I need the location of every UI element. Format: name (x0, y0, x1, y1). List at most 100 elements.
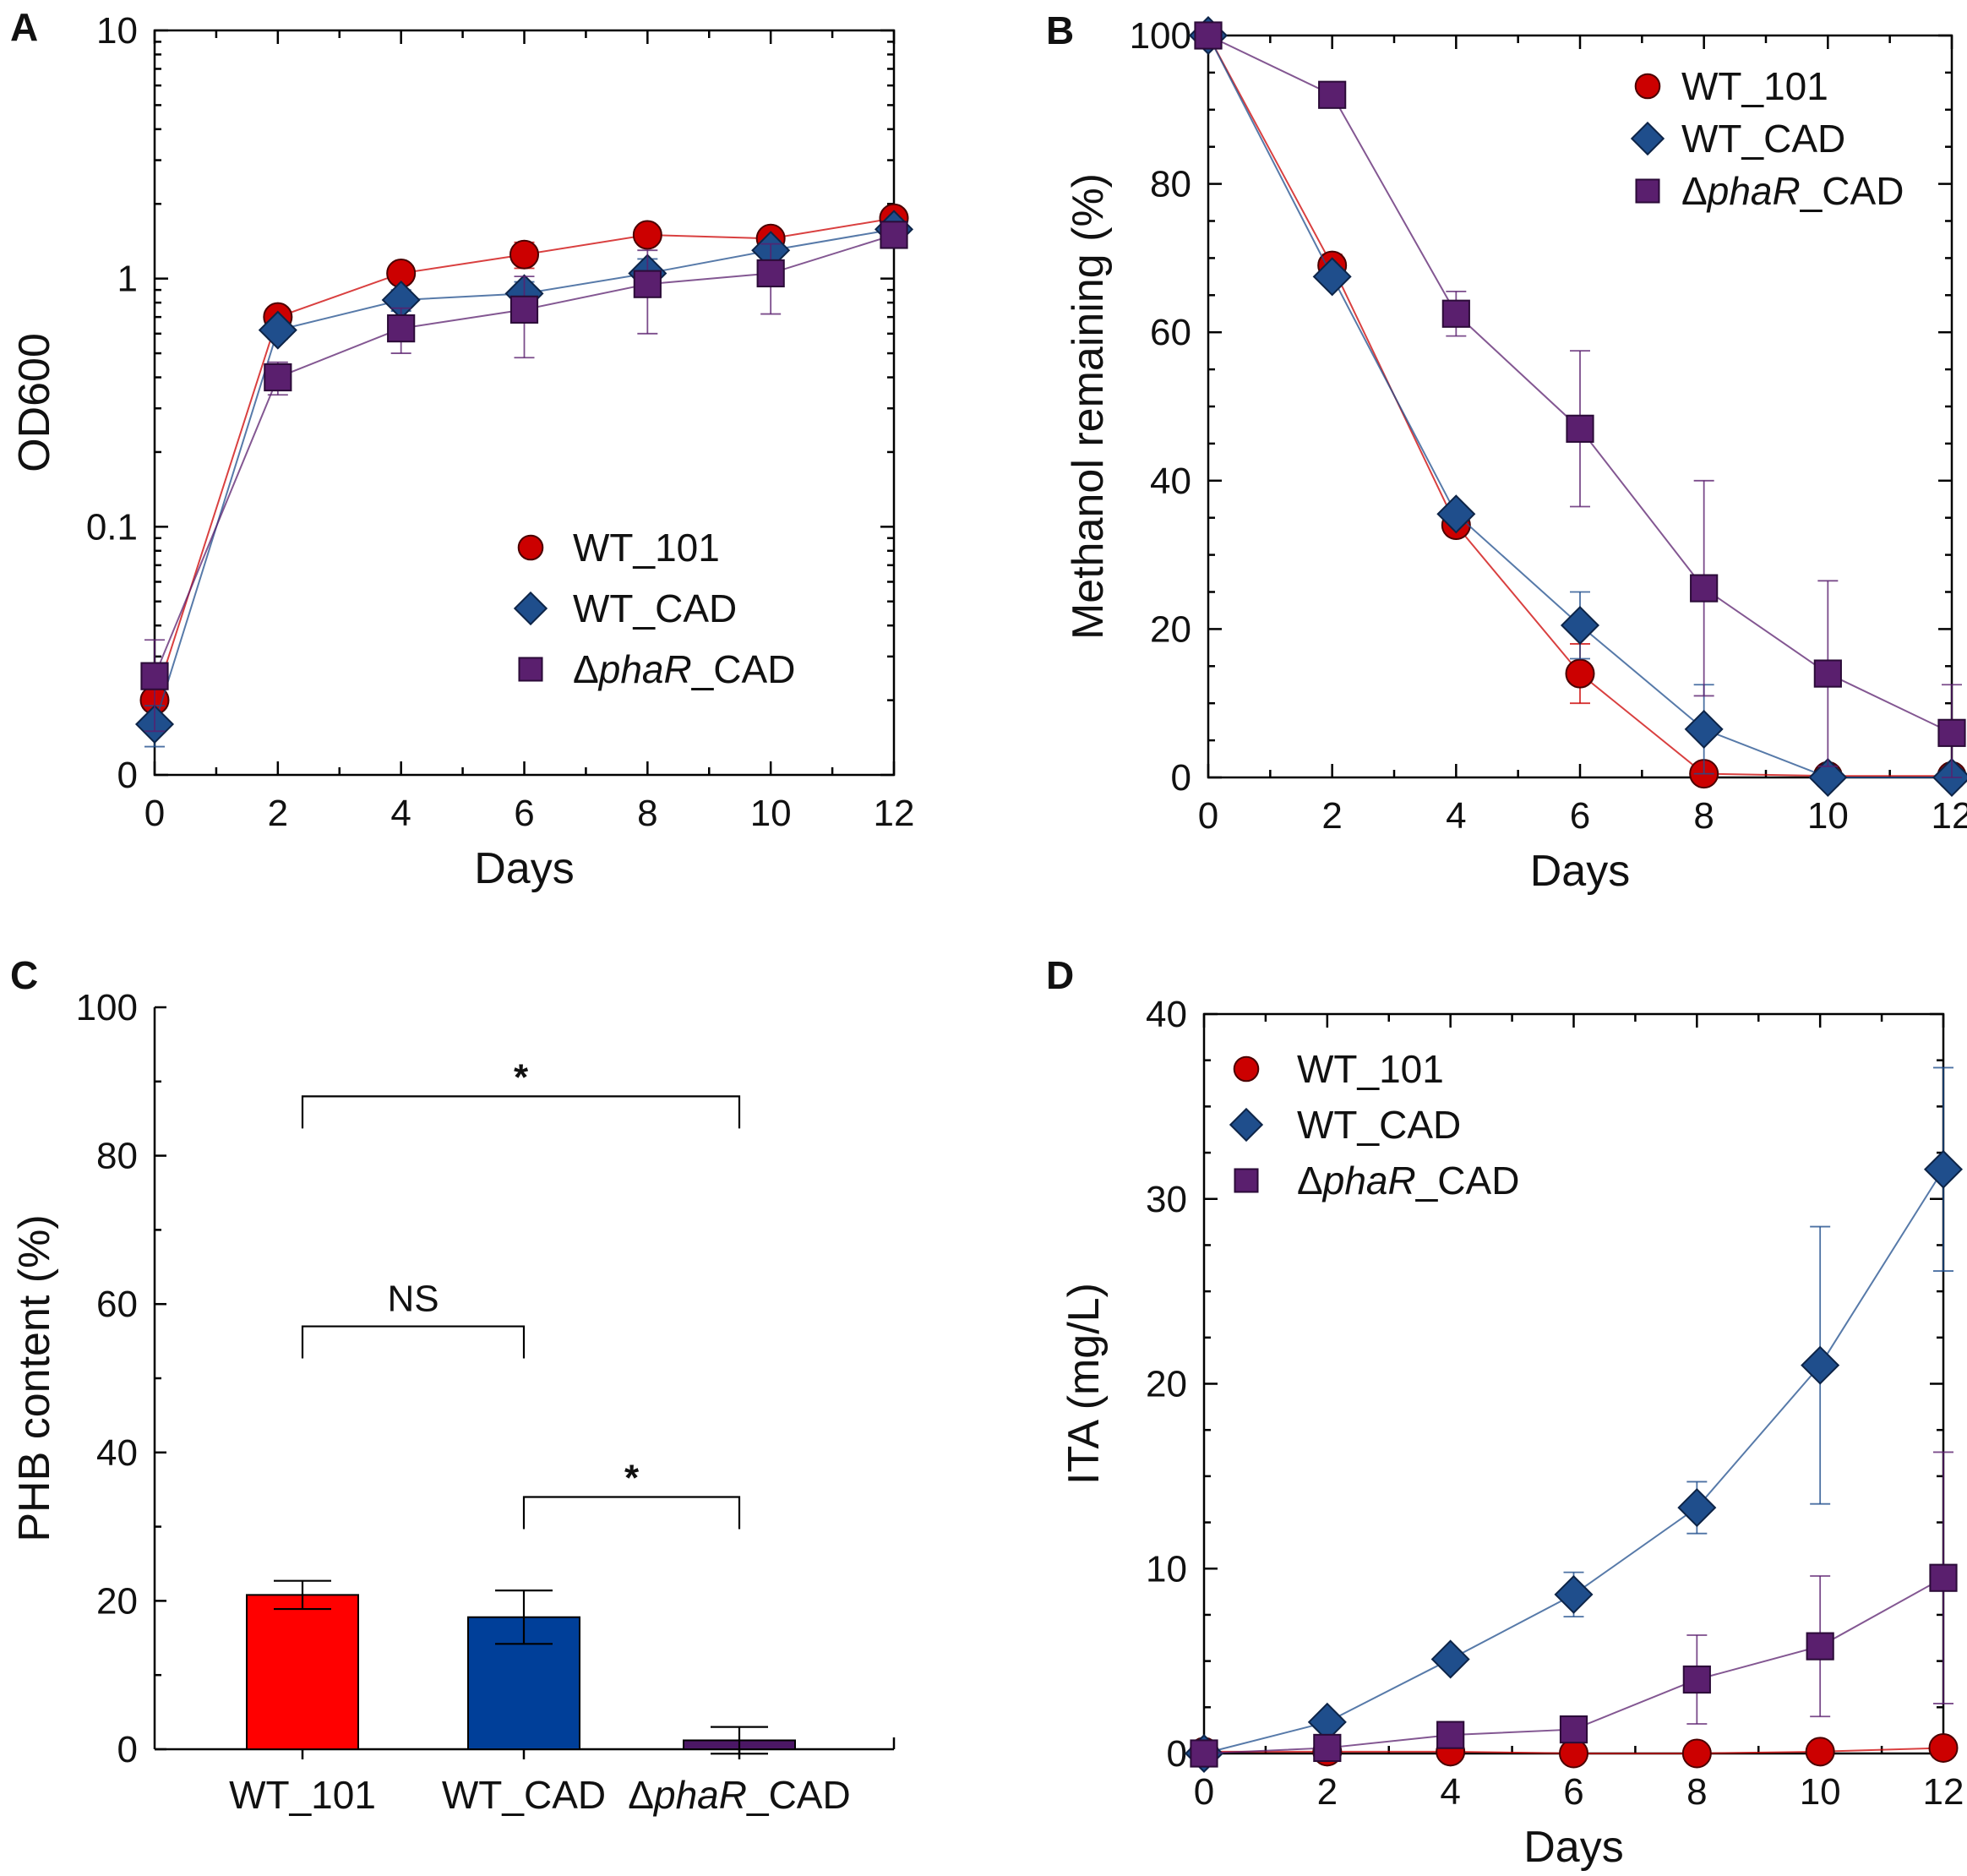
data-point (1937, 718, 1966, 747)
panel-letter: B (1046, 8, 1074, 52)
data-point (140, 662, 169, 690)
y-tick-label: 100 (76, 987, 138, 1028)
data-point (1554, 1574, 1594, 1614)
data-point (1690, 574, 1719, 603)
legend-marker (1630, 121, 1665, 156)
data-point (1190, 1739, 1218, 1768)
data-point (1559, 1738, 1588, 1769)
y-tick-label: 40 (1146, 994, 1187, 1035)
y-tick-label: 10 (96, 10, 138, 52)
x-tick-label: 2 (1321, 795, 1342, 837)
x-tick-label: 4 (1446, 795, 1466, 837)
y-tick-label: 0 (117, 755, 138, 796)
x-tick-label: 12 (1923, 1771, 1964, 1813)
legend-marker (517, 534, 544, 561)
series-wt_cad (1184, 1066, 1964, 1774)
data-point (1565, 658, 1595, 689)
x-tick-label: 8 (1693, 795, 1714, 837)
data-point (1559, 1715, 1588, 1744)
panel-letter: C (10, 953, 38, 997)
x-axis-title: Days (1523, 1823, 1623, 1872)
data-point (1806, 1632, 1834, 1661)
legend-marker (1233, 1055, 1260, 1083)
data-point (1813, 659, 1842, 688)
y-tick-label: 80 (96, 1136, 138, 1177)
legend-marker (513, 591, 548, 626)
series-delta-phar_cad (140, 221, 908, 733)
legend-label: ΔphaR_CAD (1681, 169, 1904, 213)
series-line (1203, 1169, 1944, 1754)
y-tick-label: 40 (96, 1432, 138, 1474)
x-tick-label: 10 (750, 793, 792, 834)
y-tick-label: 0.1 (86, 506, 138, 548)
bracket-line (522, 1496, 741, 1530)
data-point (880, 221, 908, 249)
bar (246, 1594, 359, 1750)
data-point (1681, 1738, 1712, 1769)
y-axis-title: PHB content (%) (10, 1214, 59, 1541)
x-tick-label: 12 (874, 793, 915, 834)
y-tick-label: 20 (1146, 1364, 1187, 1405)
legend: WT_101 WT_CAD ΔphaR_CAD (1229, 1047, 1519, 1202)
x-tick-label: 6 (1570, 795, 1590, 837)
legend-marker (1229, 1107, 1264, 1143)
data-point (1929, 1563, 1958, 1592)
x-tick-label: 2 (1317, 1771, 1338, 1813)
y-tick-label: 100 (1130, 15, 1191, 57)
x-tick-label: WT_101 (229, 1773, 376, 1817)
legend-label: WT_CAD (1297, 1103, 1461, 1147)
legend-label: WT_101 (1297, 1047, 1444, 1091)
data-point (509, 295, 539, 324)
x-tick-label: 8 (1686, 1771, 1707, 1813)
x-tick-label: ΔphaR_CAD (628, 1773, 850, 1817)
significance-label: NS (387, 1279, 439, 1320)
x-tick-label: WT_CAD (442, 1773, 606, 1817)
legend-label: WT_CAD (1681, 117, 1845, 161)
x-axis-title: Days (1530, 847, 1630, 896)
significance-label: * (514, 1056, 529, 1098)
data-point (1928, 1732, 1959, 1763)
data-point (1566, 414, 1594, 443)
panel-letter: D (1046, 953, 1074, 997)
panel-b: B 0 2 4 6 8 10 12 0 20 40 60 80 100 Days Methanol remai… (1046, 8, 1967, 896)
x-tick-label: 6 (514, 793, 534, 834)
x-tick-label: 8 (637, 793, 657, 834)
data-point (632, 220, 662, 250)
legend: WT_101 WT_CAD ΔphaR_CAD (1630, 64, 1904, 213)
data-point (1682, 1665, 1711, 1694)
series-wt_cad (1188, 15, 1967, 798)
data-point (1313, 1733, 1342, 1763)
significance-bracket: NS (301, 1279, 526, 1359)
data-point (756, 259, 785, 288)
legend-label: WT_CAD (573, 586, 737, 630)
data-point (1805, 1737, 1835, 1767)
x-tick-label: 2 (268, 793, 288, 834)
x-tick-label: 4 (390, 793, 411, 834)
data-point (258, 310, 297, 350)
x-tick-label: 6 (1563, 1771, 1583, 1813)
series-delta-phar_cad (1194, 21, 1966, 778)
legend-marker (1634, 73, 1661, 100)
significance-bracket: * (301, 1056, 741, 1129)
data-point (1430, 1639, 1470, 1679)
bracket-line (301, 1325, 526, 1359)
significance-bracket: * (522, 1457, 741, 1530)
y-tick-label: 10 (1146, 1548, 1187, 1590)
x-tick-label: 0 (1198, 795, 1218, 837)
x-tick-label: 0 (1194, 1771, 1214, 1813)
y-tick-label: 0 (1171, 757, 1191, 799)
data-point (264, 363, 292, 392)
data-point (1560, 605, 1600, 646)
legend-marker (1635, 178, 1660, 204)
x-tick-label: 4 (1440, 1771, 1460, 1813)
y-axis-title: Methanol remaining (%) (1064, 173, 1113, 640)
y-axis-title: ITA (mg/L) (1060, 1283, 1109, 1485)
y-tick-label: 20 (96, 1580, 138, 1622)
y-tick-label: 60 (1150, 312, 1191, 353)
y-tick-label: 60 (96, 1284, 138, 1325)
y-tick-label: 30 (1146, 1179, 1187, 1220)
legend: WT_101 WT_CAD ΔphaR_CAD (513, 526, 795, 691)
panel-a: A 0 2 4 6 8 10 12 0 0.1 1 10 Days OD600 WT_101 WT_CAD Δp… (10, 5, 914, 893)
data-point (1441, 299, 1470, 328)
